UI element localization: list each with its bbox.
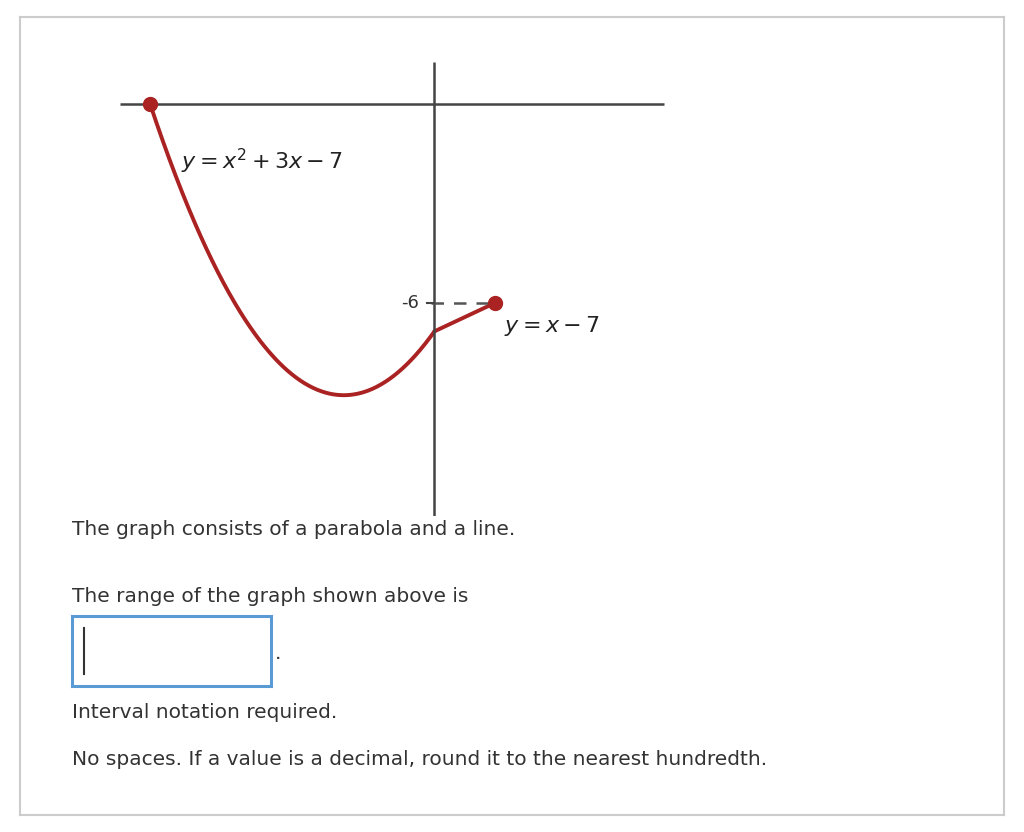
Point [486,296,503,310]
Text: .: . [274,644,281,662]
Text: The graph consists of a parabola and a line.: The graph consists of a parabola and a l… [72,520,515,539]
Text: -6: -6 [401,294,420,312]
Point [142,97,159,111]
Text: The range of the graph shown above is: The range of the graph shown above is [72,587,468,606]
Text: $y=x-7$: $y=x-7$ [504,314,600,338]
Text: Interval notation required.: Interval notation required. [72,703,337,722]
Text: No spaces. If a value is a decimal, round it to the nearest hundredth.: No spaces. If a value is a decimal, roun… [72,750,767,770]
Text: $y=x^2+3x-7$: $y=x^2+3x-7$ [180,146,342,176]
